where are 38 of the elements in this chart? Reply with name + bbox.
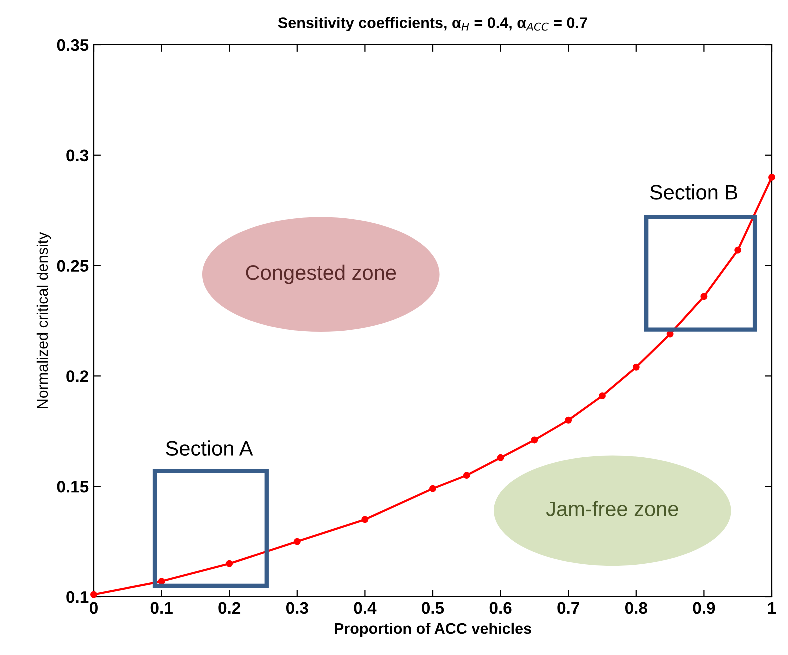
point — [700, 293, 708, 300]
point — [294, 538, 301, 546]
x-tick-label: 0.9 — [693, 602, 716, 614]
point — [430, 485, 436, 492]
point — [666, 330, 674, 338]
annotation: Jam-free zone — [546, 501, 678, 516]
x-tick-label: 0.3 — [286, 602, 308, 614]
y-tick-label: 0.35 — [57, 39, 89, 52]
point — [497, 454, 504, 462]
x-tick-label: 0.6 — [490, 602, 512, 614]
x-tick-label: 0.2 — [218, 602, 241, 614]
point — [565, 416, 572, 424]
point — [531, 436, 538, 444]
annotation: Congested zone — [246, 264, 396, 284]
x-tick-label: 0.5 — [422, 602, 444, 614]
x-tick-label: 0.1 — [150, 602, 173, 614]
x-tick-label: 0.7 — [558, 602, 580, 614]
annotation: Section A — [166, 440, 254, 456]
point — [632, 364, 640, 371]
point — [599, 392, 606, 400]
x-tick-label: 1 — [768, 602, 776, 614]
chart-title: Sensitivity coefficients, α$_{H}$ = 0.4, α$_{ACC}$ = 0.7 — [278, 17, 588, 32]
point — [768, 174, 776, 181]
point — [734, 246, 742, 254]
x-tick-label: 0.8 — [625, 602, 648, 614]
point — [362, 516, 369, 524]
y-tick-label: 0.15 — [57, 481, 89, 493]
y-tick-label: 0.25 — [57, 260, 89, 272]
x-tick-label: 0 — [90, 602, 98, 614]
x-tick-label: 0.4 — [354, 602, 377, 614]
y-tick-label: 0.1 — [66, 591, 89, 604]
point — [226, 560, 234, 568]
x-axis-title: Proportion of ACC vehicles — [334, 622, 532, 638]
y-axis-title: Normalized critical density — [36, 232, 52, 408]
y-tick-label: 0.2 — [66, 370, 88, 382]
y-tick-label: 0.3 — [66, 150, 89, 162]
annotation: Section B — [650, 184, 738, 200]
point — [463, 472, 470, 480]
